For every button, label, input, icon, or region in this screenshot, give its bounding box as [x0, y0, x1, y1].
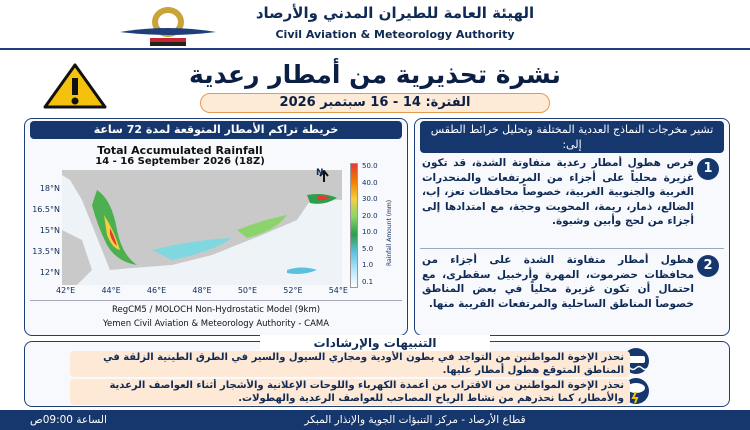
- footer-text: قطاع الأرصاد - مركز التنبؤات الجوية والإ…: [304, 414, 526, 426]
- colorbar-tick: 5.0: [362, 244, 374, 253]
- lon-label: 48°E: [192, 286, 212, 295]
- lat-label: 13.5°N: [32, 247, 60, 256]
- lon-label: 46°E: [146, 286, 167, 295]
- colorbar: [350, 163, 358, 288]
- lat-label: 16.5°N: [32, 205, 60, 214]
- lat-label: 12°N: [39, 268, 60, 277]
- org-ar: الهيئة العامة للطيران المدني والأرصاد: [255, 4, 535, 22]
- lat-label: 15°N: [39, 226, 60, 235]
- forecast-panel: [414, 118, 730, 336]
- colorbar-tick: 30.0: [362, 195, 378, 203]
- number-badge: 2: [697, 255, 719, 277]
- rainfall-map: [62, 170, 342, 285]
- item-number: 2: [697, 255, 719, 277]
- forecast-item: فرص هطول أمطار رعدية متفاوتة الشدة، قد ت…: [422, 157, 694, 227]
- colorbar-tick: 40.0: [362, 178, 378, 187]
- guidance-item: نحذر الإخوة المواطنين من التواجد في بطون…: [70, 351, 630, 377]
- lon-label: 44°E: [101, 286, 121, 295]
- lon-label: 42°E: [56, 286, 76, 295]
- forecast-item: هطول أمطار متفاوتة الشدة على أجزاء من مح…: [422, 254, 694, 310]
- map-heading: خريطة تراكم الأمطار المتوقعة لمدة 72 ساع…: [30, 121, 402, 139]
- forecast-intro: تشير مخرجات النماذج العددية المختلفة وتح…: [420, 121, 724, 153]
- map-title: Total Accumulated Rainfall: [97, 144, 263, 157]
- lon-labels: 42°E 44°E 46°E 48°E 50°E 52°E 54°E: [56, 286, 348, 295]
- guidance-icons: [623, 348, 649, 404]
- credit-line: RegCM5 / MOLOCH Non-Hydrostatic Model (9…: [111, 305, 321, 315]
- colorbar-tick: 50.0: [362, 162, 378, 170]
- divider: [420, 248, 724, 249]
- colorbar-ticks: 50.0 40.0 30.0 20.0 10.0 5.0 1.0 0.1: [362, 158, 378, 290]
- item-number: 1: [697, 158, 719, 180]
- credits: RegCM5 / MOLOCH Non-Hydrostatic Model (9…: [30, 300, 402, 332]
- guidance-heading: التنبيهات والإرشادات: [260, 335, 490, 351]
- footer-bar: [0, 410, 750, 430]
- lat-labels: 18°N 16.5°N 15°N 13.5°N 12°N: [30, 178, 60, 283]
- colorbar-tick: 20.0: [362, 211, 378, 220]
- logo: [120, 7, 216, 46]
- org-en: Civil Aviation & Meteorology Authority: [275, 28, 515, 41]
- number-badge: 1: [697, 158, 719, 180]
- lon-label: 52°E: [283, 286, 303, 295]
- colorbar-label: Rainfall Amount (mm): [386, 199, 393, 266]
- lat-label: 18°N: [39, 184, 60, 193]
- colorbar-tick: 1.0: [362, 261, 374, 269]
- lon-label: 50°E: [237, 286, 258, 295]
- north-label: N: [316, 168, 324, 178]
- period: الفترة: 14 - 16 سبتمبر 2026: [200, 93, 550, 113]
- colorbar-tick: 0.1: [362, 277, 374, 286]
- warning-icon: [43, 63, 107, 109]
- colorbar-tick: 10.0: [362, 228, 378, 236]
- footer-time: الساعة 09:00ص: [30, 414, 107, 426]
- lon-label: 54°E: [328, 286, 348, 295]
- divider: [0, 48, 750, 50]
- map-subtitle: 14 - 16 September 2026 (18Z): [95, 156, 265, 167]
- title: نشرة تحذيرية من أمطار رعدية: [189, 60, 561, 89]
- credit-line: Yemen Civil Aviation & Meteorology Autho…: [102, 319, 330, 329]
- guidance-item: نحذر الإخوة المواطنين من الاقتراب من أعم…: [70, 379, 630, 405]
